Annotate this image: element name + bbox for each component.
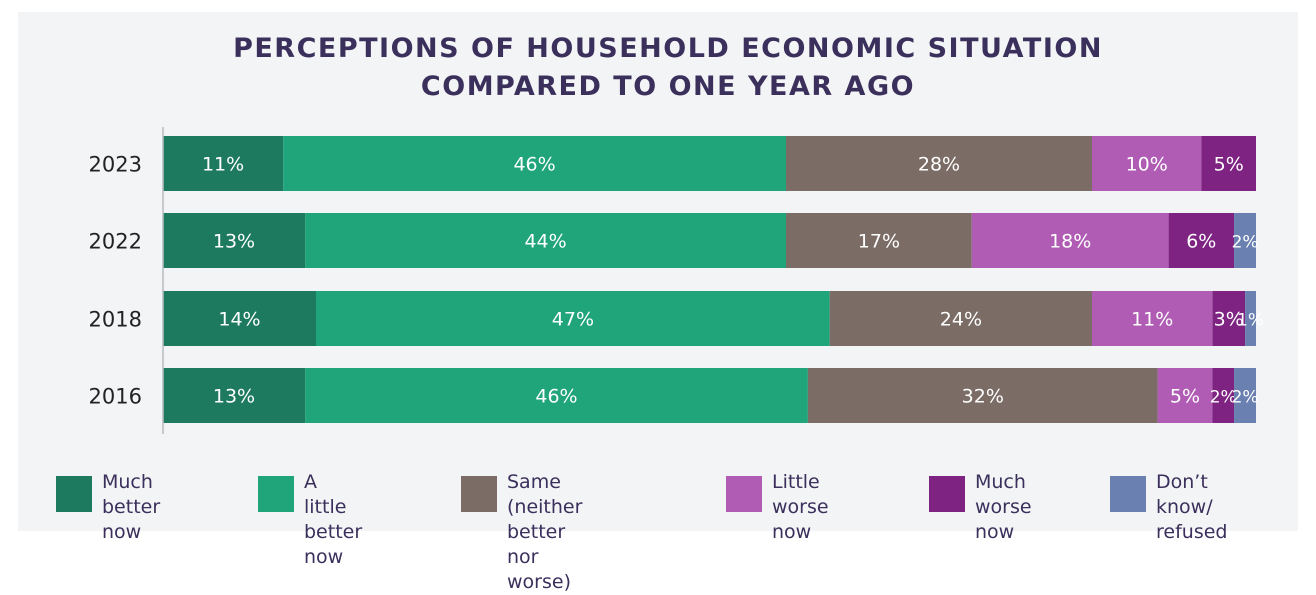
bar-2023-series-2 [786,136,1092,191]
data-label-2016-series-2: 32% [962,386,1004,408]
data-label-2023-series-1: 46% [513,154,555,176]
bar-2023-series-1 [283,136,786,191]
data-label-2023-series-3: 10% [1126,154,1168,176]
legend-swatch-5 [1110,476,1146,512]
data-label-2023-series-0: 11% [202,154,244,176]
bar-2016-series-2 [807,368,1158,423]
legend-label-0: Much better now [102,471,161,543]
category-label-2018: 2018 [89,308,142,332]
legend-swatch-1 [258,476,294,512]
data-label-2022-series-5: 2% [1232,233,1259,253]
data-label-2023-series-2: 28% [918,154,960,176]
bar-2016-series-3 [1157,368,1213,423]
bar-2016-series-5 [1234,368,1256,423]
data-label-2018-series-2: 24% [940,309,982,331]
bar-2023-series-0 [163,136,284,191]
category-label-2022: 2022 [89,230,142,254]
legend-label-1: A little better now [304,471,363,568]
data-label-2022-series-3: 18% [1049,231,1091,253]
data-label-2018-series-0: 14% [218,309,260,331]
legend-swatch-2 [461,476,497,512]
bar-2016-series-0 [163,368,306,423]
legend: Much better now A little better now Same (… [56,470,1306,593]
data-label-2018-series-1: 47% [552,309,594,331]
data-label-2018-series-5: 1% [1237,311,1264,331]
legend-label-4: Much worse now [975,471,1032,543]
category-label-2023: 2023 [89,153,142,177]
chart-title: PERCEPTIONS OF HOUSEHOLD ECONOMIC SITUAT… [0,30,1316,106]
bar-2018-series-2 [829,291,1092,346]
legend-label-3: Little worse now [772,471,829,543]
category-label-2016: 2016 [89,385,142,409]
bar-2016-series-1 [305,368,808,423]
data-label-2023-series-4: 5% [1214,154,1244,176]
data-label-2016-series-0: 13% [213,386,255,408]
data-label-2022-series-2: 17% [858,231,900,253]
data-label-2022-series-0: 13% [213,231,255,253]
bar-2022-series-0 [163,213,306,268]
data-label-2018-series-4: 3% [1214,309,1244,331]
chart-title-line-2: COMPARED TO ONE YEAR AGO [420,71,916,102]
bar-2022-series-1 [305,213,786,268]
chart-title-line-1: PERCEPTIONS OF HOUSEHOLD ECONOMIC SITUAT… [233,33,1103,64]
legend-swatch-0 [56,476,92,512]
bar-2022-series-2 [786,213,972,268]
data-label-2022-series-1: 44% [524,231,566,253]
bar-2018-series-1 [316,291,830,346]
data-label-2022-series-4: 6% [1186,231,1216,253]
data-label-2016-series-3: 5% [1170,386,1200,408]
stacked-bar-chart: 11% 46% 28% 10% 5% 13% 44% 17% 18% 6% 2% 14% 47% 24% 1… [89,127,1264,434]
data-label-2016-series-1: 46% [535,386,577,408]
legend-swatch-4 [929,476,965,512]
legend-swatch-3 [726,476,762,512]
data-label-2016-series-4: 2% [1210,388,1237,408]
data-label-2018-series-3: 11% [1131,309,1173,331]
bar-2018-series-5 [1245,291,1256,346]
bars-group: 11% 46% 28% 10% 5% 13% 44% 17% 18% 6% 2% 14% 47% 24% 1… [163,136,1264,423]
legend-label-5: Don’t know/ refused [1156,471,1228,543]
bar-2022-series-4 [1168,213,1235,268]
bar-2016-series-4 [1212,368,1235,423]
data-label-2016-series-5: 2% [1232,388,1259,408]
bar-2022-series-5 [1234,213,1256,268]
bar-2023-series-3 [1092,136,1202,191]
bar-2023-series-4 [1201,136,1256,191]
bar-2018-series-3 [1092,291,1213,346]
bar-2022-series-3 [971,213,1169,268]
bar-2018-series-0 [163,291,316,346]
bar-2018-series-4 [1212,291,1246,346]
legend-label-2: Same (neither better nor worse) [507,471,583,593]
chart-panel [18,12,1298,531]
category-labels: 2023 2022 2018 2016 [89,153,142,409]
